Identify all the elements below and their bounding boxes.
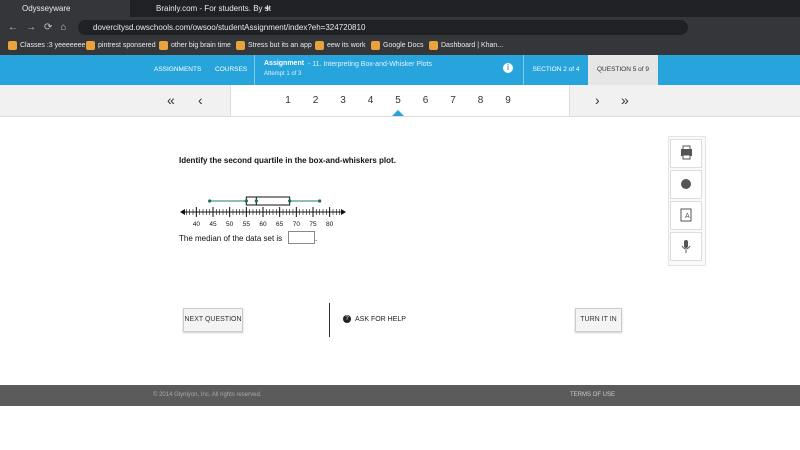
help-icon[interactable]: ?: [343, 315, 351, 323]
arrow-right: [341, 209, 346, 215]
box-plot: 40 45 50 55 60 65 70 75 80: [180, 196, 346, 228]
ask-for-help[interactable]: ASK FOR HELP: [355, 316, 406, 323]
answer-input[interactable]: [288, 231, 315, 244]
page-number[interactable]: 4: [367, 95, 374, 106]
page-number[interactable]: 6: [422, 95, 429, 106]
terms-link[interactable]: TERMS OF USE: [570, 392, 616, 398]
answer-prefix: The median of the data set is: [179, 234, 283, 243]
page-number[interactable]: 8: [477, 95, 484, 106]
next-question-button[interactable]: NEXT QUESTION: [183, 308, 243, 332]
page-number[interactable]: 3: [340, 95, 346, 106]
tick-label: 45: [209, 221, 217, 228]
copyright: © 2014 Glynlyon, Inc. All rights reserve…: [153, 392, 262, 398]
bookmark[interactable]: other big brain time: [159, 37, 231, 54]
svg-text:A: A: [685, 213, 690, 220]
nav-buttons[interactable]: ←→⟳⌂: [8, 22, 75, 33]
point: [244, 199, 248, 203]
point: [208, 199, 212, 203]
arrow-left: [180, 209, 185, 215]
section-divider: [523, 55, 589, 85]
bookmark[interactable]: pintrest sponsered: [86, 37, 156, 54]
tab-strip: [0, 0, 800, 17]
bookmarks-bar: [0, 37, 800, 55]
omnibox[interactable]: [78, 20, 688, 35]
first-page[interactable]: «: [167, 92, 175, 108]
question-indicator-bg: [588, 55, 658, 85]
action-divider: [329, 303, 330, 337]
bookmark[interactable]: Stress but its an app: [236, 37, 312, 54]
turn-in-button[interactable]: TURN IT IN: [575, 308, 622, 332]
last-page[interactable]: »: [621, 92, 629, 108]
tick-label: 55: [243, 221, 251, 228]
app-header: [0, 55, 800, 85]
bookmark[interactable]: Classes :3 yeeeeeee: [8, 37, 85, 54]
browser-tab[interactable]: Odysseyware: [0, 0, 130, 17]
attempt: Attempt 1 of 3: [264, 71, 302, 77]
assignment-divider: [254, 55, 525, 85]
speech-button[interactable]: [670, 232, 702, 261]
answer-suffix: .: [315, 234, 318, 243]
page-number[interactable]: 5: [395, 95, 401, 106]
tick-label: 60: [259, 221, 267, 228]
page-number[interactable]: 1: [285, 95, 291, 106]
prev-page[interactable]: ‹: [198, 92, 203, 108]
box: [245, 196, 291, 206]
tick-label: 65: [276, 221, 284, 228]
section-indicator: SECTION 2 of 4: [532, 66, 580, 73]
translate-button[interactable]: [670, 170, 702, 199]
next-page[interactable]: ›: [595, 92, 600, 108]
url[interactable]: dovercitysd.owschools.com/owsoo/studentA…: [93, 23, 366, 32]
current-page-marker: [392, 110, 404, 116]
question-prompt: Identify the second quartile in the box-…: [179, 156, 396, 165]
assignment-label: Assignment: [264, 60, 305, 67]
nav-link[interactable]: COURSES: [215, 66, 248, 73]
page-number[interactable]: 2: [312, 95, 319, 106]
bookmark[interactable]: Dashboard | Khan...: [429, 37, 503, 54]
nav-link[interactable]: ASSIGNMENTS: [154, 66, 202, 73]
tick-label: 40: [193, 221, 201, 228]
question-indicator: QUESTION 5 of 9: [596, 66, 650, 73]
assignment-title: - 11. Interpreting Box-and-Whisker Plots: [308, 61, 432, 68]
bookmark[interactable]: eew its work: [315, 37, 366, 54]
dictionary-button[interactable]: A: [670, 201, 702, 230]
new-tab[interactable]: +: [264, 1, 272, 15]
tick-label: 75: [309, 221, 317, 228]
browser-tab[interactable]: Brainly.com - For students. By st: [156, 4, 271, 13]
footer: [0, 385, 800, 406]
page-number[interactable]: 7: [450, 95, 456, 106]
print-button[interactable]: [670, 139, 702, 168]
point: [288, 199, 292, 203]
tick-label: 50: [226, 221, 234, 228]
tick-label: 70: [293, 221, 301, 228]
tick-label: 80: [326, 221, 334, 228]
page-number[interactable]: 9: [505, 95, 511, 106]
bookmark[interactable]: Google Docs: [371, 37, 423, 54]
point: [318, 199, 322, 203]
point: [254, 199, 258, 203]
info-icon[interactable]: i: [503, 63, 513, 73]
